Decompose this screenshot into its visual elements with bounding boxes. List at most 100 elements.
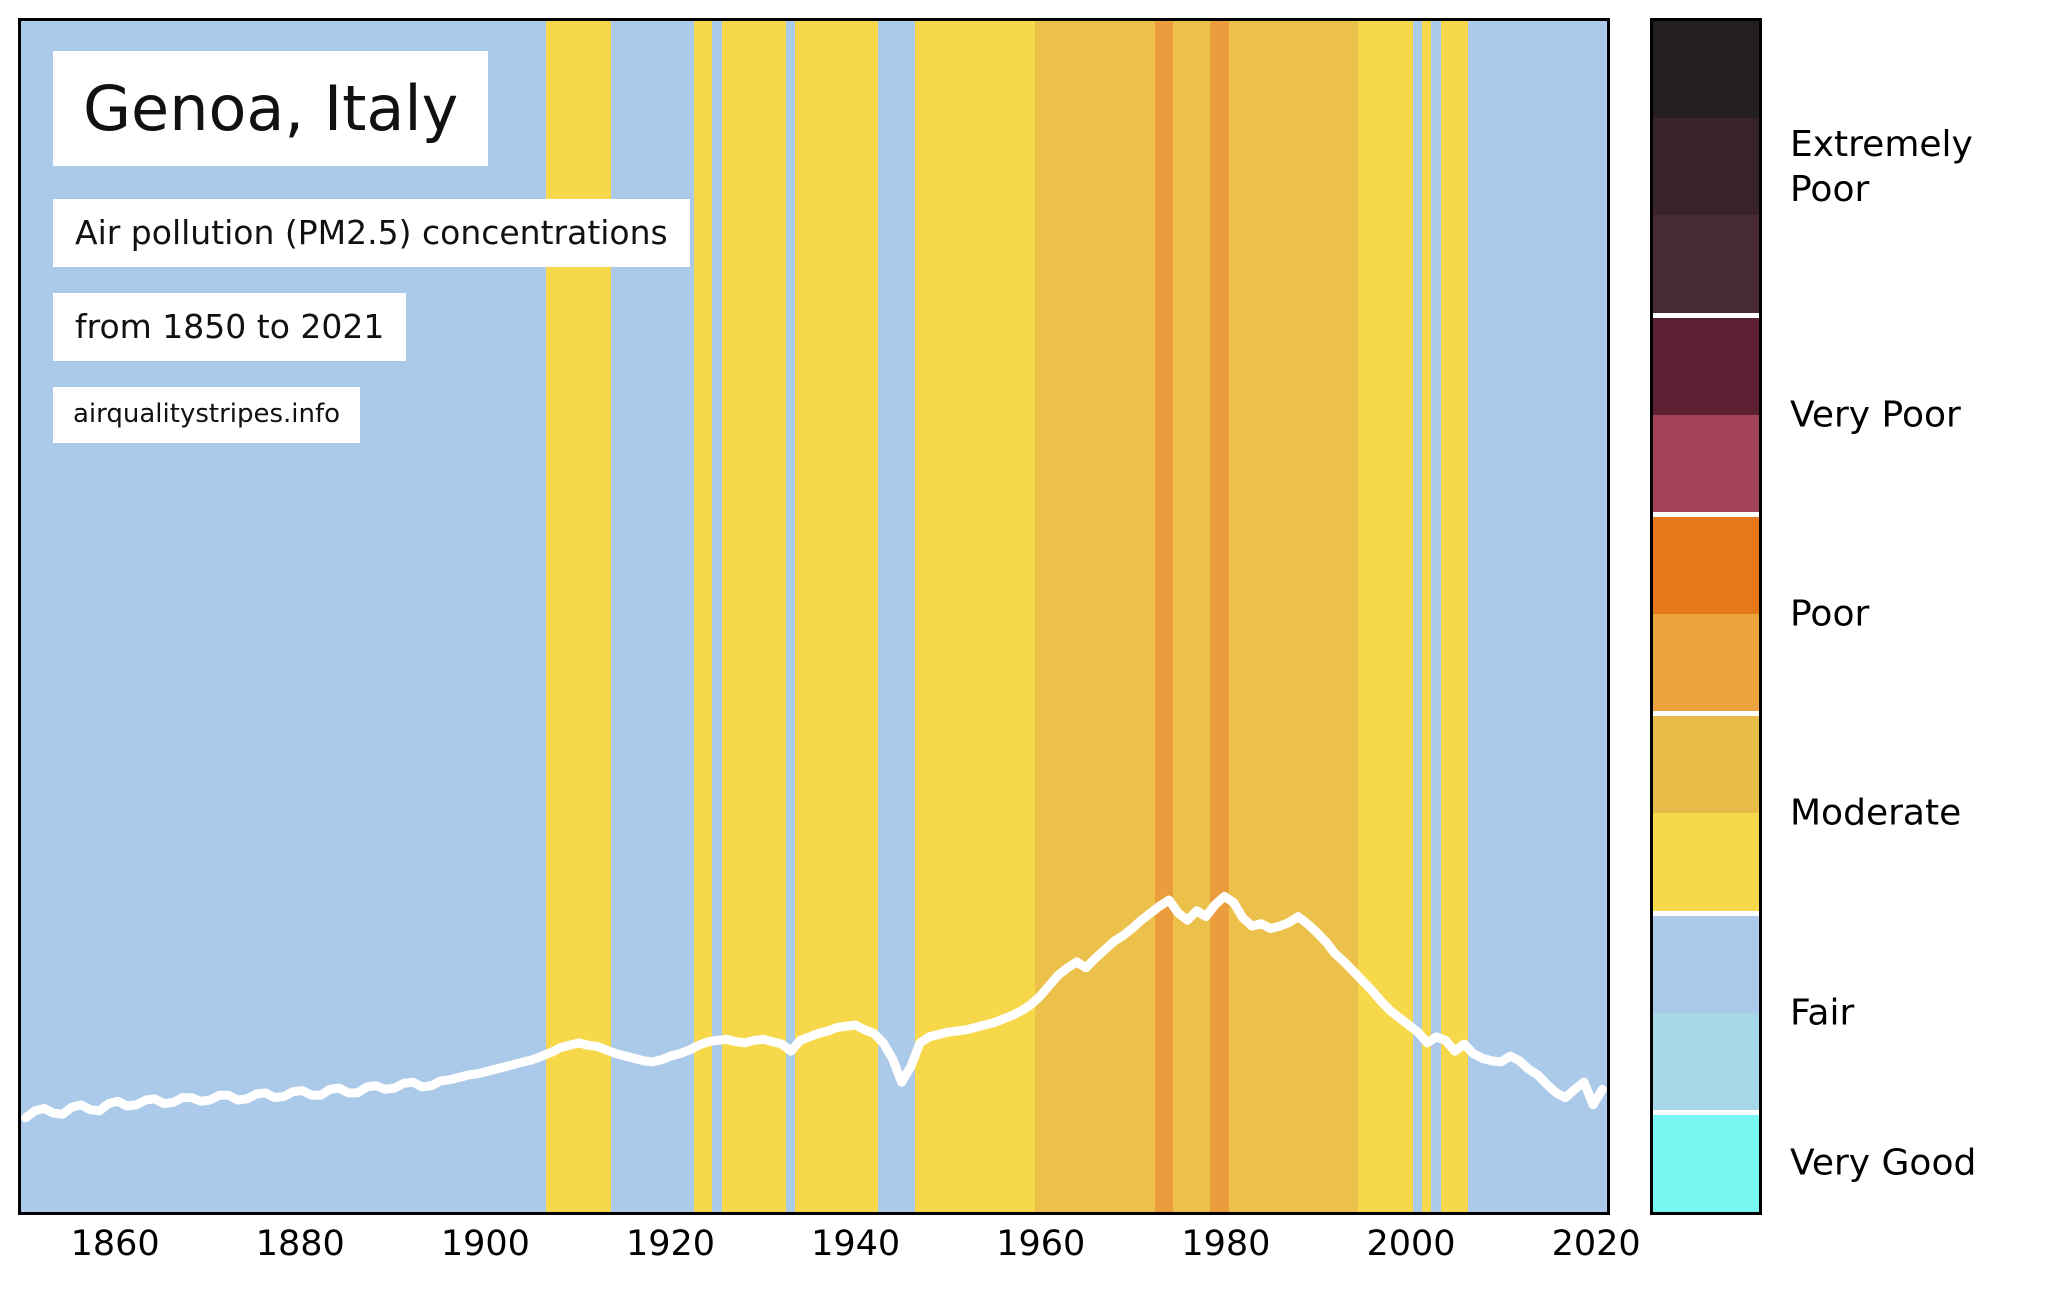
year-stripe	[343, 21, 353, 1212]
year-stripe	[1247, 21, 1257, 1212]
year-stripe	[67, 21, 77, 1212]
year-stripe	[1016, 21, 1026, 1212]
colorbar-separator	[1653, 312, 1759, 318]
year-stripe	[1173, 21, 1183, 1212]
year-stripe	[896, 21, 906, 1212]
year-stripe	[334, 21, 344, 1212]
year-stripe	[48, 21, 58, 1212]
year-stripe	[601, 21, 611, 1212]
year-stripe	[233, 21, 243, 1212]
year-stripe	[1505, 21, 1515, 1212]
year-stripe	[196, 21, 206, 1212]
year-stripe	[1035, 21, 1045, 1212]
year-stripe	[592, 21, 602, 1212]
year-stripe	[1578, 21, 1589, 1212]
x-tick-label: 2000	[1366, 1224, 1456, 1264]
year-stripe	[1108, 21, 1119, 1212]
year-stripe	[1127, 21, 1137, 1212]
year-stripe	[1514, 21, 1524, 1212]
year-stripe	[39, 21, 49, 1212]
year-stripe	[1449, 21, 1460, 1212]
colorbar-block	[1653, 1012, 1759, 1110]
x-tick-label: 1960	[996, 1224, 1086, 1264]
year-stripe	[223, 21, 234, 1212]
year-stripe	[1413, 21, 1423, 1212]
year-stripe	[1588, 21, 1598, 1212]
colorbar-block	[1653, 813, 1759, 911]
year-stripe	[850, 21, 860, 1212]
year-stripe	[915, 21, 925, 1212]
year-stripe	[666, 21, 676, 1212]
legend-label: Fair	[1790, 992, 1855, 1034]
year-stripe	[730, 21, 741, 1212]
year-stripe	[684, 21, 694, 1212]
source-url: airqualitystripes.info	[53, 387, 361, 443]
year-stripe	[380, 21, 390, 1212]
colorbar-block	[1653, 915, 1759, 1013]
year-stripe	[721, 21, 731, 1212]
year-stripe	[76, 21, 86, 1212]
year-stripe	[1496, 21, 1506, 1212]
year-stripe	[647, 21, 658, 1212]
year-stripe	[638, 21, 648, 1212]
year-stripe	[518, 21, 529, 1212]
year-stripe	[481, 21, 492, 1212]
year-stripe	[832, 21, 842, 1212]
year-stripe	[869, 21, 879, 1212]
year-stripe	[979, 21, 989, 1212]
year-stripe	[279, 21, 289, 1212]
year-stripe	[924, 21, 934, 1212]
legend-label: Poor	[1790, 593, 1870, 635]
x-tick-label: 1860	[70, 1224, 160, 1264]
colorbar-block	[1653, 516, 1759, 615]
year-stripe	[1532, 21, 1543, 1212]
year-stripe	[528, 21, 538, 1212]
year-stripe	[740, 21, 750, 1212]
year-stripe	[1071, 21, 1082, 1212]
year-stripe	[1431, 21, 1441, 1212]
year-stripe	[1118, 21, 1128, 1212]
colorbar-block	[1653, 118, 1759, 216]
chart-title: Genoa, Italy	[53, 51, 489, 167]
year-stripe	[823, 21, 833, 1212]
year-stripe	[57, 21, 68, 1212]
year-stripe	[1597, 21, 1607, 1212]
year-stripe	[1339, 21, 1349, 1212]
year-stripe	[113, 21, 123, 1212]
year-stripe	[1265, 21, 1275, 1212]
year-stripe	[500, 21, 510, 1212]
year-stripe	[629, 21, 639, 1212]
year-stripe	[398, 21, 409, 1212]
year-stripe	[205, 21, 215, 1212]
year-stripes	[21, 21, 1607, 1212]
year-stripe	[260, 21, 270, 1212]
year-stripe	[749, 21, 759, 1212]
year-stripe	[988, 21, 999, 1212]
year-stripe	[1237, 21, 1248, 1212]
year-stripe	[942, 21, 953, 1212]
year-stripe	[693, 21, 704, 1212]
pm25-trend-line	[21, 891, 1607, 1123]
colorbar-block	[1653, 215, 1759, 313]
year-stripe	[703, 21, 713, 1212]
colorbar-block	[1653, 21, 1759, 119]
legend-label: Very Poor	[1790, 394, 1961, 436]
year-stripe	[1523, 21, 1533, 1212]
year-stripe	[103, 21, 114, 1212]
chart-period: from 1850 to 2021	[53, 293, 407, 361]
year-stripe	[1145, 21, 1155, 1212]
year-stripe	[795, 21, 805, 1212]
colorbar-block	[1653, 716, 1759, 814]
year-stripe	[30, 21, 40, 1212]
year-stripe	[159, 21, 169, 1212]
year-stripe	[150, 21, 160, 1212]
stripes-plot-area: Genoa, Italy Air pollution (PM2.5) conce…	[18, 18, 1610, 1215]
year-stripe	[1394, 21, 1404, 1212]
year-stripe	[574, 21, 584, 1212]
year-stripe	[859, 21, 870, 1212]
colorbar-separator	[1653, 910, 1759, 916]
year-stripe	[242, 21, 252, 1212]
year-stripe	[1201, 21, 1211, 1212]
legend-colorbar	[1650, 18, 1762, 1215]
